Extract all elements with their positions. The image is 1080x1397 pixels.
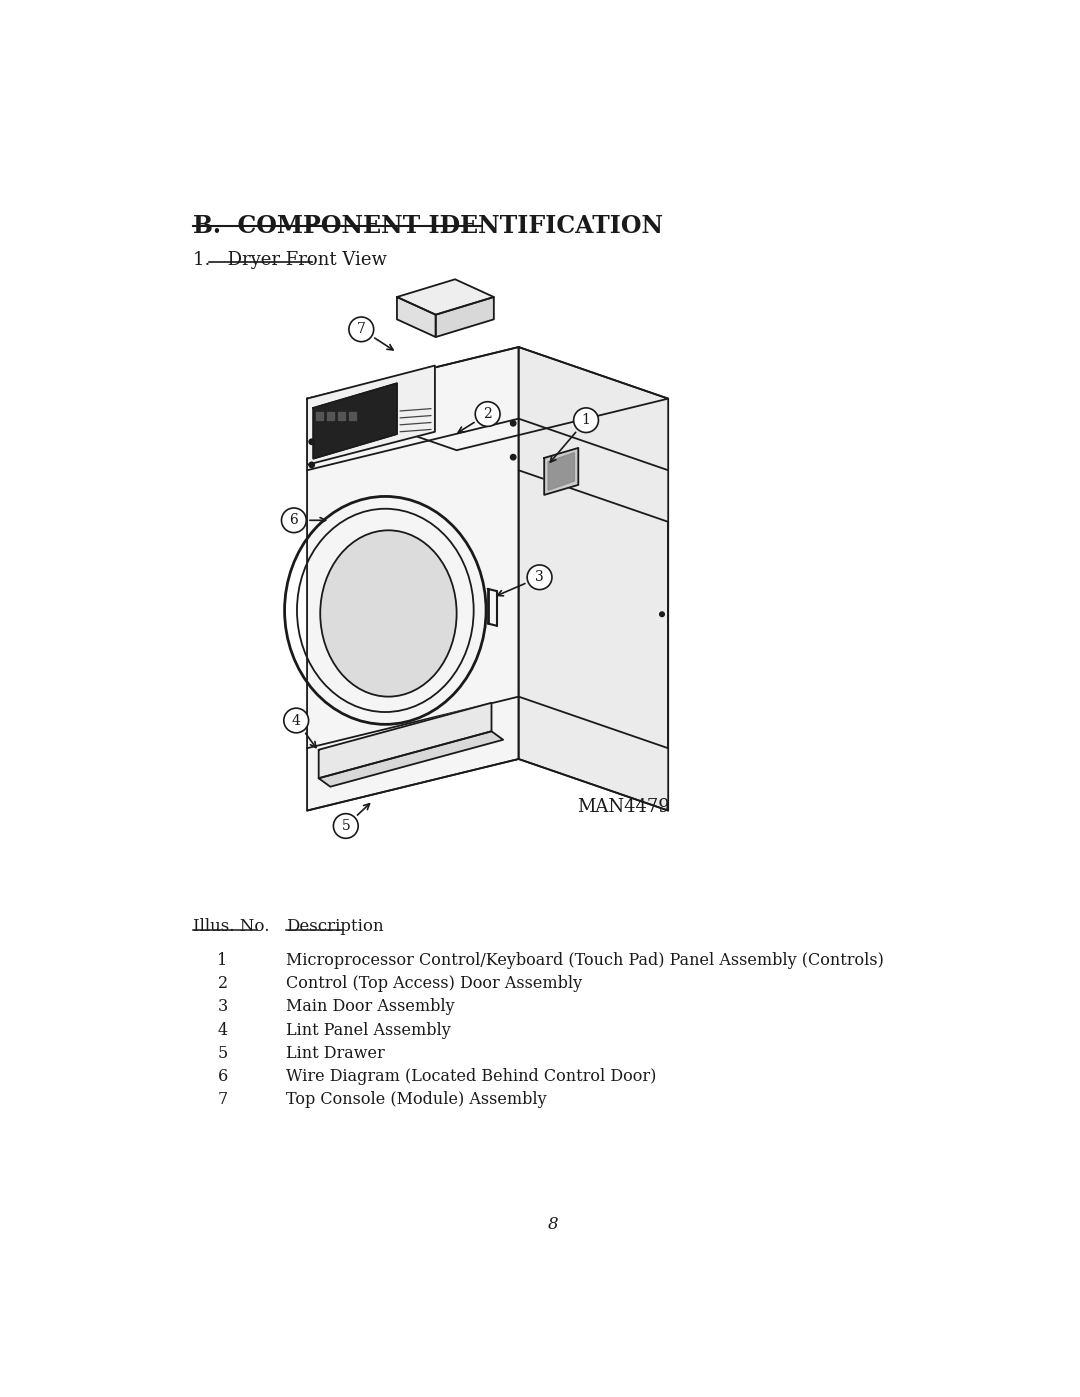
Text: 7: 7 <box>356 323 366 337</box>
Text: Control (Top Access) Door Assembly: Control (Top Access) Door Assembly <box>286 975 582 992</box>
Circle shape <box>573 408 598 433</box>
Text: Lint Panel Assembly: Lint Panel Assembly <box>286 1021 450 1038</box>
Circle shape <box>334 813 359 838</box>
Polygon shape <box>518 346 669 810</box>
Text: 1.   Dryer Front View: 1. Dryer Front View <box>193 251 387 268</box>
Text: Microprocessor Control/Keyboard (Touch Pad) Panel Assembly (Controls): Microprocessor Control/Keyboard (Touch P… <box>286 953 885 970</box>
Polygon shape <box>319 731 503 787</box>
Polygon shape <box>327 412 334 420</box>
Circle shape <box>475 402 500 426</box>
Polygon shape <box>397 298 435 337</box>
Circle shape <box>284 708 309 733</box>
Text: 2: 2 <box>217 975 228 992</box>
Polygon shape <box>316 412 323 420</box>
Polygon shape <box>544 448 578 495</box>
Text: Description: Description <box>286 918 383 936</box>
Text: 7: 7 <box>217 1091 228 1108</box>
Polygon shape <box>307 346 518 810</box>
Circle shape <box>282 509 307 532</box>
Polygon shape <box>307 366 435 465</box>
Polygon shape <box>338 412 345 420</box>
Text: 6: 6 <box>289 513 298 527</box>
Text: 3: 3 <box>536 570 544 584</box>
Ellipse shape <box>321 531 457 697</box>
Circle shape <box>511 420 516 426</box>
Text: 4: 4 <box>217 1021 228 1038</box>
Text: B.  COMPONENT IDENTIFICATION: B. COMPONENT IDENTIFICATION <box>193 214 663 237</box>
Polygon shape <box>307 346 669 450</box>
Text: 8: 8 <box>549 1217 558 1234</box>
Circle shape <box>660 612 664 616</box>
Text: 5: 5 <box>217 1045 228 1062</box>
Circle shape <box>309 462 314 468</box>
Text: MAN4479: MAN4479 <box>577 798 670 816</box>
Circle shape <box>349 317 374 342</box>
Text: 3: 3 <box>217 999 228 1016</box>
Text: 5: 5 <box>341 819 350 833</box>
Text: 1: 1 <box>582 414 591 427</box>
Text: Top Console (Module) Assembly: Top Console (Module) Assembly <box>286 1091 546 1108</box>
Polygon shape <box>548 453 575 490</box>
Polygon shape <box>435 298 494 337</box>
Circle shape <box>309 439 314 444</box>
Polygon shape <box>397 279 494 314</box>
Circle shape <box>511 454 516 460</box>
Text: 2: 2 <box>483 407 492 420</box>
Text: Lint Drawer: Lint Drawer <box>286 1045 384 1062</box>
Text: Main Door Assembly: Main Door Assembly <box>286 999 455 1016</box>
Text: 6: 6 <box>217 1067 228 1084</box>
Circle shape <box>527 564 552 590</box>
Polygon shape <box>319 703 491 778</box>
Text: 4: 4 <box>292 714 300 728</box>
Polygon shape <box>349 412 356 420</box>
Text: Illus. No.: Illus. No. <box>193 918 270 936</box>
Text: 1: 1 <box>217 953 228 970</box>
Text: Wire Diagram (Located Behind Control Door): Wire Diagram (Located Behind Control Doo… <box>286 1067 657 1084</box>
Polygon shape <box>313 383 397 458</box>
